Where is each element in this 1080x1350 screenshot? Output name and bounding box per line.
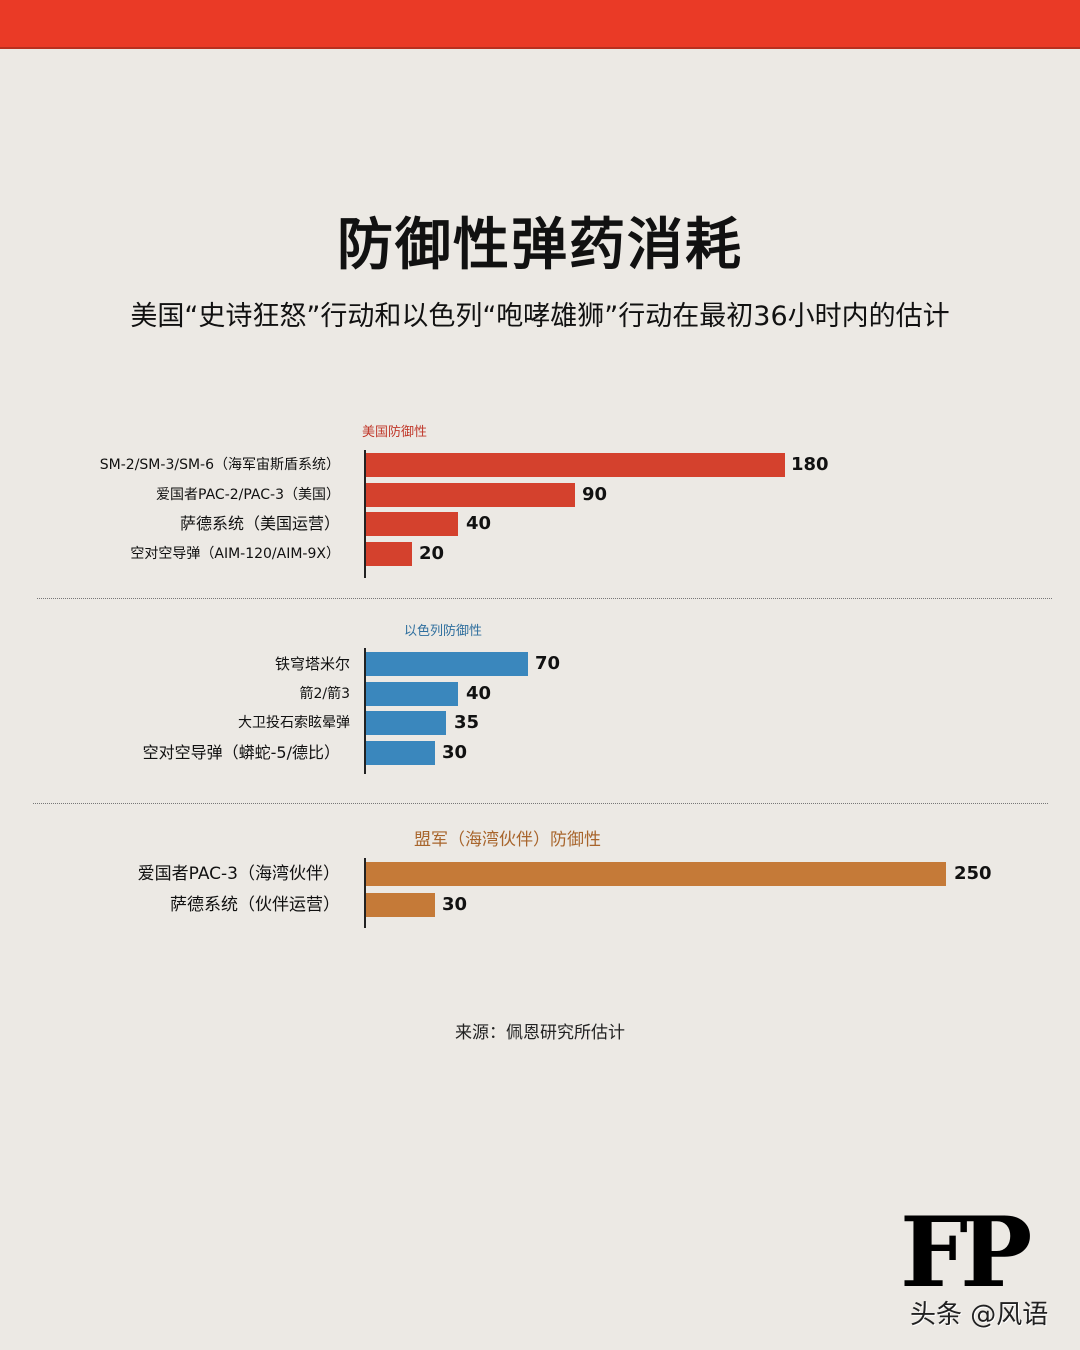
bar-value: 40 — [466, 513, 492, 534]
bar-row: 爱国者PAC-2/PAC-3（美国） 90 — [0, 482, 1080, 508]
bar — [366, 682, 458, 706]
chart-title: 防御性弹药消耗 — [337, 213, 743, 278]
bar-value: 30 — [442, 742, 468, 763]
source-note: 来源：佩恩研究所估计 — [455, 1023, 625, 1043]
bar-value: 40 — [466, 683, 492, 704]
bar — [366, 453, 785, 477]
bar-label: 箭2/箭3 — [299, 686, 350, 702]
bar-row: 空对空导弹（AIM-120/AIM-9X） 20 — [0, 541, 1080, 567]
section-title-israel: 以色列防御性 — [404, 624, 483, 639]
axis-israel — [364, 648, 366, 774]
bar-label: 空对空导弹（蟒蛇-5/德比） — [142, 743, 340, 762]
fp-logo: FP — [900, 1196, 1032, 1309]
bar-row: 空对空导弹（蟒蛇-5/德比） 30 — [0, 740, 1080, 766]
bar-label: 爱国者PAC-3（海湾伙伴） — [137, 864, 340, 884]
bar-label: 铁穹塔米尔 — [274, 655, 350, 673]
bar-value: 70 — [535, 653, 561, 674]
bar — [366, 542, 412, 566]
bar-value: 250 — [954, 863, 992, 884]
bar-label: 萨德系统（伙伴运营） — [170, 895, 340, 915]
bar-label: 萨德系统（美国运营） — [179, 514, 340, 533]
bar-row: 萨德系统（美国运营） 40 — [0, 511, 1080, 537]
bar — [366, 862, 946, 886]
bar — [366, 512, 458, 536]
bar-row: 大卫投石索眩晕弹 35 — [0, 710, 1080, 736]
bar-value: 35 — [454, 712, 480, 733]
chart-subtitle: 美国“史诗狂怒”行动和以色列“咆哮雄狮”行动在最初36小时内的估计 — [130, 301, 950, 332]
bar-value: 20 — [419, 543, 445, 564]
bar — [366, 893, 435, 917]
bar-label: 爱国者PAC-2/PAC-3（美国） — [156, 487, 340, 503]
bar-row: SM-2/SM-3/SM-6（海军宙斯盾系统） 180 — [0, 452, 1080, 478]
bar-label: 大卫投石索眩晕弹 — [238, 715, 350, 731]
axis-us — [364, 450, 366, 578]
bar-value: 30 — [442, 894, 468, 915]
section-divider — [37, 598, 1052, 599]
bar — [366, 741, 435, 765]
bar — [366, 652, 528, 676]
bar-value: 90 — [582, 484, 608, 505]
section-title-us: 美国防御性 — [362, 425, 428, 440]
bar-row: 箭2/箭3 40 — [0, 681, 1080, 707]
bar-label: SM-2/SM-3/SM-6（海军宙斯盾系统） — [99, 457, 340, 473]
section-divider — [33, 803, 1048, 804]
bar-row: 萨德系统（伙伴运营） 30 — [0, 892, 1080, 918]
bar-row: 铁穹塔米尔 70 — [0, 651, 1080, 677]
axis-gulf — [364, 858, 366, 928]
bar — [366, 483, 575, 507]
bar-row: 爱国者PAC-3（海湾伙伴） 250 — [0, 861, 1080, 887]
section-title-gulf: 盟军（海湾伙伴）防御性 — [414, 830, 601, 850]
bar-value: 180 — [791, 454, 829, 475]
bar-label: 空对空导弹（AIM-120/AIM-9X） — [130, 546, 340, 562]
bar — [366, 711, 446, 735]
watermark: 头条 @风语 — [910, 1300, 1049, 1330]
top-accent-bar — [0, 0, 1080, 49]
